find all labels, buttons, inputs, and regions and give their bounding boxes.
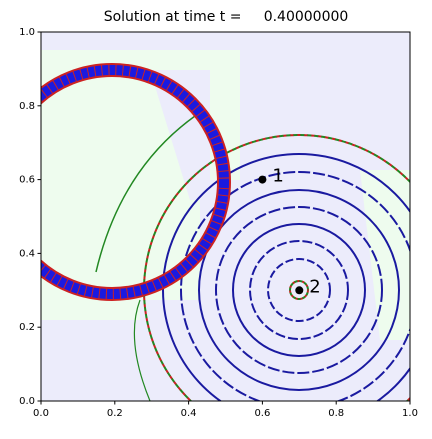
axes-frame: [40, 31, 411, 402]
y-tick-label: 0.4: [19, 248, 35, 259]
x-tick-label: 0.6: [254, 408, 270, 419]
gauge-point: [295, 286, 304, 295]
y-tick-label: 0.6: [19, 175, 35, 186]
gauge-label: 2: [309, 276, 320, 297]
plot-area: [41, 32, 410, 401]
x-tick-label: 0.0: [33, 408, 49, 419]
chart-title: Solution at time t = 0.40000000: [104, 9, 349, 25]
y-tick-label: 0.2: [19, 322, 35, 333]
refined-patch: [360, 170, 410, 340]
x-tick-label: 1.0: [402, 408, 418, 419]
x-tick-label: 0.2: [107, 408, 123, 419]
contours: [41, 63, 410, 401]
gauge-label: 1: [272, 166, 283, 187]
x-tick-label: 0.8: [328, 408, 344, 419]
x-tick-label: 0.4: [181, 408, 197, 419]
y-tick-label: 0.0: [19, 396, 35, 407]
gauge-point: [258, 175, 267, 184]
y-tick-label: 1.0: [19, 27, 35, 38]
y-tick-label: 0.8: [19, 101, 35, 112]
refined-patch: [41, 300, 140, 320]
